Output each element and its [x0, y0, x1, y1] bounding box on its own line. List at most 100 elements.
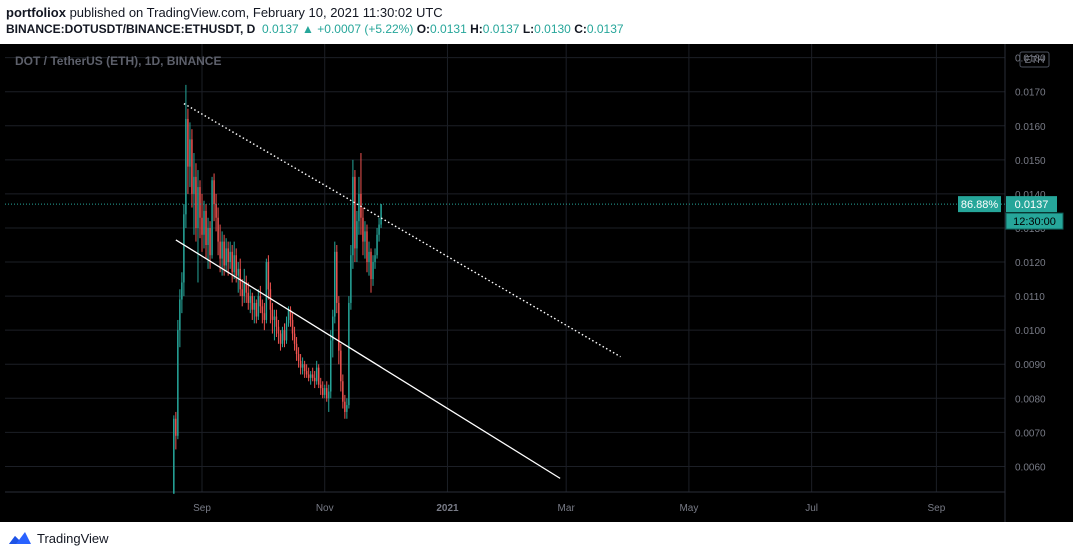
- price-chart[interactable]: 0.0060 0.0070 0.0080 0.0090 0.0100 0.0110 0.01…: [0, 44, 1073, 522]
- candle[interactable]: [323, 384, 326, 399]
- candle[interactable]: [354, 170, 356, 263]
- candle[interactable]: [179, 289, 181, 348]
- candle[interactable]: [303, 360, 306, 378]
- candle[interactable]: [191, 129, 193, 208]
- candle[interactable]: [265, 258, 268, 324]
- price-axis-panel[interactable]: [1005, 44, 1068, 522]
- candle[interactable]: [299, 354, 302, 375]
- candle[interactable]: [281, 326, 284, 348]
- candle[interactable]: [356, 210, 358, 263]
- candle[interactable]: [289, 306, 292, 327]
- candle[interactable]: [348, 296, 350, 409]
- candle[interactable]: [247, 282, 250, 310]
- candle[interactable]: [229, 241, 231, 269]
- candle[interactable]: [239, 258, 241, 297]
- candle[interactable]: [237, 262, 239, 293]
- candle[interactable]: [271, 302, 274, 334]
- candle[interactable]: [283, 323, 286, 348]
- candle[interactable]: [177, 319, 179, 440]
- candle[interactable]: [342, 374, 344, 409]
- candle[interactable]: [378, 217, 380, 242]
- tradingview-footer[interactable]: TradingView: [8, 528, 109, 548]
- candle[interactable]: [295, 336, 298, 361]
- candle[interactable]: [352, 159, 354, 269]
- chart-area[interactable]: 0.0060 0.0070 0.0080 0.0090 0.0100 0.0110 0.01…: [0, 44, 1073, 522]
- candle[interactable]: [336, 245, 338, 314]
- candle[interactable]: [255, 299, 258, 324]
- candle[interactable]: [325, 381, 328, 402]
- candle[interactable]: [181, 272, 183, 314]
- candle[interactable]: [334, 241, 336, 324]
- candle[interactable]: [372, 255, 374, 286]
- candle[interactable]: [305, 364, 308, 378]
- candle[interactable]: [173, 415, 175, 494]
- candle[interactable]: [245, 275, 248, 303]
- candle[interactable]: [332, 309, 334, 358]
- candle[interactable]: [187, 108, 189, 194]
- candle[interactable]: [201, 193, 203, 252]
- candle[interactable]: [241, 279, 243, 307]
- candle[interactable]: [380, 204, 382, 228]
- candle[interactable]: [219, 224, 221, 273]
- candle[interactable]: [205, 204, 207, 259]
- candle[interactable]: [267, 255, 270, 300]
- candle[interactable]: [225, 238, 227, 273]
- candle[interactable]: [277, 319, 280, 344]
- candle[interactable]: [321, 381, 324, 399]
- candle[interactable]: [279, 330, 282, 351]
- candle[interactable]: [370, 248, 372, 293]
- resistance-trendline[interactable]: [183, 103, 621, 358]
- currency-badge[interactable]: ETH: [1019, 51, 1050, 68]
- candle[interactable]: [360, 153, 362, 235]
- candle[interactable]: [364, 221, 366, 259]
- candle[interactable]: [293, 326, 296, 351]
- candle[interactable]: [203, 200, 205, 249]
- candle[interactable]: [217, 207, 219, 256]
- candle[interactable]: [313, 371, 316, 389]
- candle[interactable]: [346, 398, 348, 419]
- candle[interactable]: [350, 245, 352, 310]
- author-name[interactable]: portfoliox: [6, 5, 66, 20]
- candle[interactable]: [291, 313, 294, 341]
- candle[interactable]: [259, 285, 262, 314]
- candle[interactable]: [338, 296, 340, 365]
- candle[interactable]: [183, 204, 185, 297]
- candle[interactable]: [317, 364, 320, 389]
- candle[interactable]: [362, 207, 364, 256]
- candle[interactable]: [175, 411, 177, 450]
- candle[interactable]: [227, 241, 229, 276]
- candle[interactable]: [215, 193, 217, 232]
- candle[interactable]: [330, 330, 332, 399]
- candle[interactable]: [311, 367, 314, 382]
- candle[interactable]: [231, 245, 233, 283]
- candle[interactable]: [243, 268, 246, 303]
- candle[interactable]: [189, 122, 191, 188]
- candle[interactable]: [307, 367, 310, 382]
- candle[interactable]: [211, 176, 213, 259]
- candle[interactable]: [269, 282, 272, 324]
- candle[interactable]: [197, 170, 199, 283]
- candle[interactable]: [193, 153, 195, 235]
- candle[interactable]: [253, 296, 256, 324]
- candle[interactable]: [309, 371, 312, 385]
- candle[interactable]: [344, 394, 346, 419]
- candle[interactable]: [285, 316, 288, 344]
- candle[interactable]: [301, 357, 304, 375]
- candle[interactable]: [273, 309, 276, 341]
- candle[interactable]: [207, 217, 209, 269]
- candle[interactable]: [368, 241, 370, 276]
- candle[interactable]: [263, 302, 266, 331]
- candle[interactable]: [185, 84, 187, 228]
- candle[interactable]: [257, 289, 260, 320]
- candle[interactable]: [223, 234, 225, 276]
- candle[interactable]: [374, 248, 376, 269]
- candle[interactable]: [275, 309, 278, 337]
- support-trendline[interactable]: [175, 239, 561, 479]
- candle[interactable]: [366, 224, 368, 273]
- candle[interactable]: [315, 360, 318, 385]
- candle[interactable]: [340, 343, 342, 392]
- candle[interactable]: [249, 289, 252, 314]
- candle[interactable]: [328, 384, 330, 412]
- candle[interactable]: [199, 180, 201, 239]
- candle[interactable]: [358, 176, 360, 235]
